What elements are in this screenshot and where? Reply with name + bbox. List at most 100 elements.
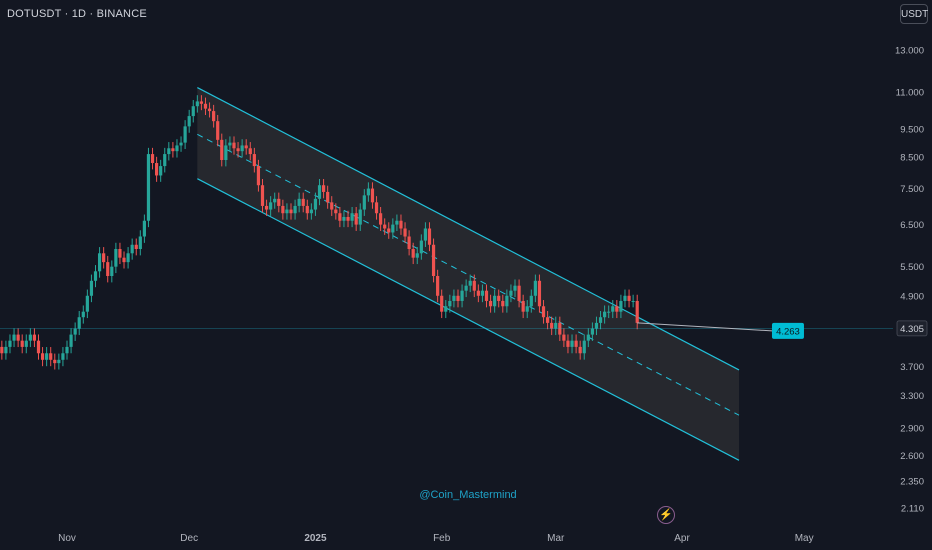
projection-label-box [771,322,804,339]
candle-body [8,340,12,347]
candle-body [159,166,163,176]
candle-body [497,295,501,301]
projection-label: 4.263 [776,326,800,337]
candle-body [256,166,261,186]
candle-body [374,202,379,214]
x-tick-label: May [795,533,814,544]
y-tick-label: 3.300 [900,391,924,402]
candle-body [114,248,118,267]
candle-body [122,257,126,263]
candle-body [627,295,631,301]
candle-body [444,306,448,312]
candle-body [220,139,224,161]
candle-body [427,228,432,245]
candle-body [163,154,167,167]
candle-body [598,317,603,323]
candle-body [16,334,20,341]
candle-body [93,271,98,281]
candle-body [57,359,61,364]
y-tick-label: 4.900 [900,291,924,302]
y-tick-label: 2.900 [900,423,924,434]
candle-body [334,209,338,214]
y-tick-label: 11.000 [896,88,924,99]
candle-body [32,334,37,341]
candle-body [537,280,542,307]
candle-body [110,266,114,277]
candle-body [301,198,305,206]
time-axis[interactable]: Nov Dec 2025 Feb Mar Apr May [58,533,814,544]
candle-body [484,290,489,301]
candle-body [203,103,208,109]
flash-icon[interactable]: ⚡ [657,506,675,524]
candle-body [130,244,134,254]
x-tick-label: Nov [58,533,76,544]
candle-body [529,295,533,307]
y-tick-label: 9.500 [900,125,924,136]
candle-body [505,295,509,307]
candle-body [264,205,269,210]
candle-body [480,290,485,296]
candle-body [423,228,428,241]
candle-body [354,213,358,225]
candle-body [383,224,387,229]
candle-body [195,101,199,107]
candle-body [40,353,45,360]
projection-line [637,322,772,332]
candle-body [582,340,586,354]
candle-body [0,346,4,354]
price-axis[interactable]: 13.000 11.000 9.500 8.500 7.500 6.500 5.500 4.9… [895,46,924,515]
candle-body [277,198,281,206]
y-tick-label: 6.500 [900,220,924,231]
candle-body [464,285,468,291]
candle-body [61,353,65,360]
x-tick-label: Dec [180,533,198,544]
candle-body [4,346,8,354]
watermark-text: @Coin_Mastermind [419,489,517,501]
y-tick-label: 8.500 [900,153,924,164]
candle-body [440,295,444,312]
candle-body [391,224,395,233]
candle-body [387,228,391,233]
candle-body [232,142,236,149]
candle-body [106,262,110,277]
candle-body [97,253,102,272]
candle-body [493,295,497,307]
candle-body [273,198,277,203]
candle-body [212,111,216,122]
candle-body [472,280,476,291]
candle-body [293,205,297,214]
price-overlays: 4.305 4.263 [0,320,928,339]
candle-body [411,248,415,258]
candle-body [517,285,521,301]
y-tick-label: 13.000 [895,46,924,57]
candle-body [436,276,440,296]
candle-body [297,198,301,206]
candle-body [281,205,285,214]
candle-body [199,101,204,104]
y-tick-label: 3.700 [900,362,924,373]
candle-body [171,148,175,152]
candle-body [362,195,366,210]
candle-body [607,311,611,313]
candle-body [338,213,342,221]
descending-channel[interactable] [197,87,740,461]
candle-body [403,228,407,237]
candle-body [179,142,183,146]
candle-body [448,300,452,307]
channel-fill [197,87,740,461]
candle-body [399,220,403,229]
y-tick-label: 5.500 [900,262,924,273]
candle-body [342,216,346,221]
candle-body [631,300,635,302]
candle-body [570,340,574,347]
candle-body [541,306,546,318]
candle-body [313,198,318,210]
y-tick-label: 2.110 [901,504,924,515]
candle-body [395,220,399,225]
candle-body [216,121,220,140]
candle-body [175,145,179,152]
currency-button[interactable]: USDT [900,4,928,24]
candle-body [379,213,383,225]
